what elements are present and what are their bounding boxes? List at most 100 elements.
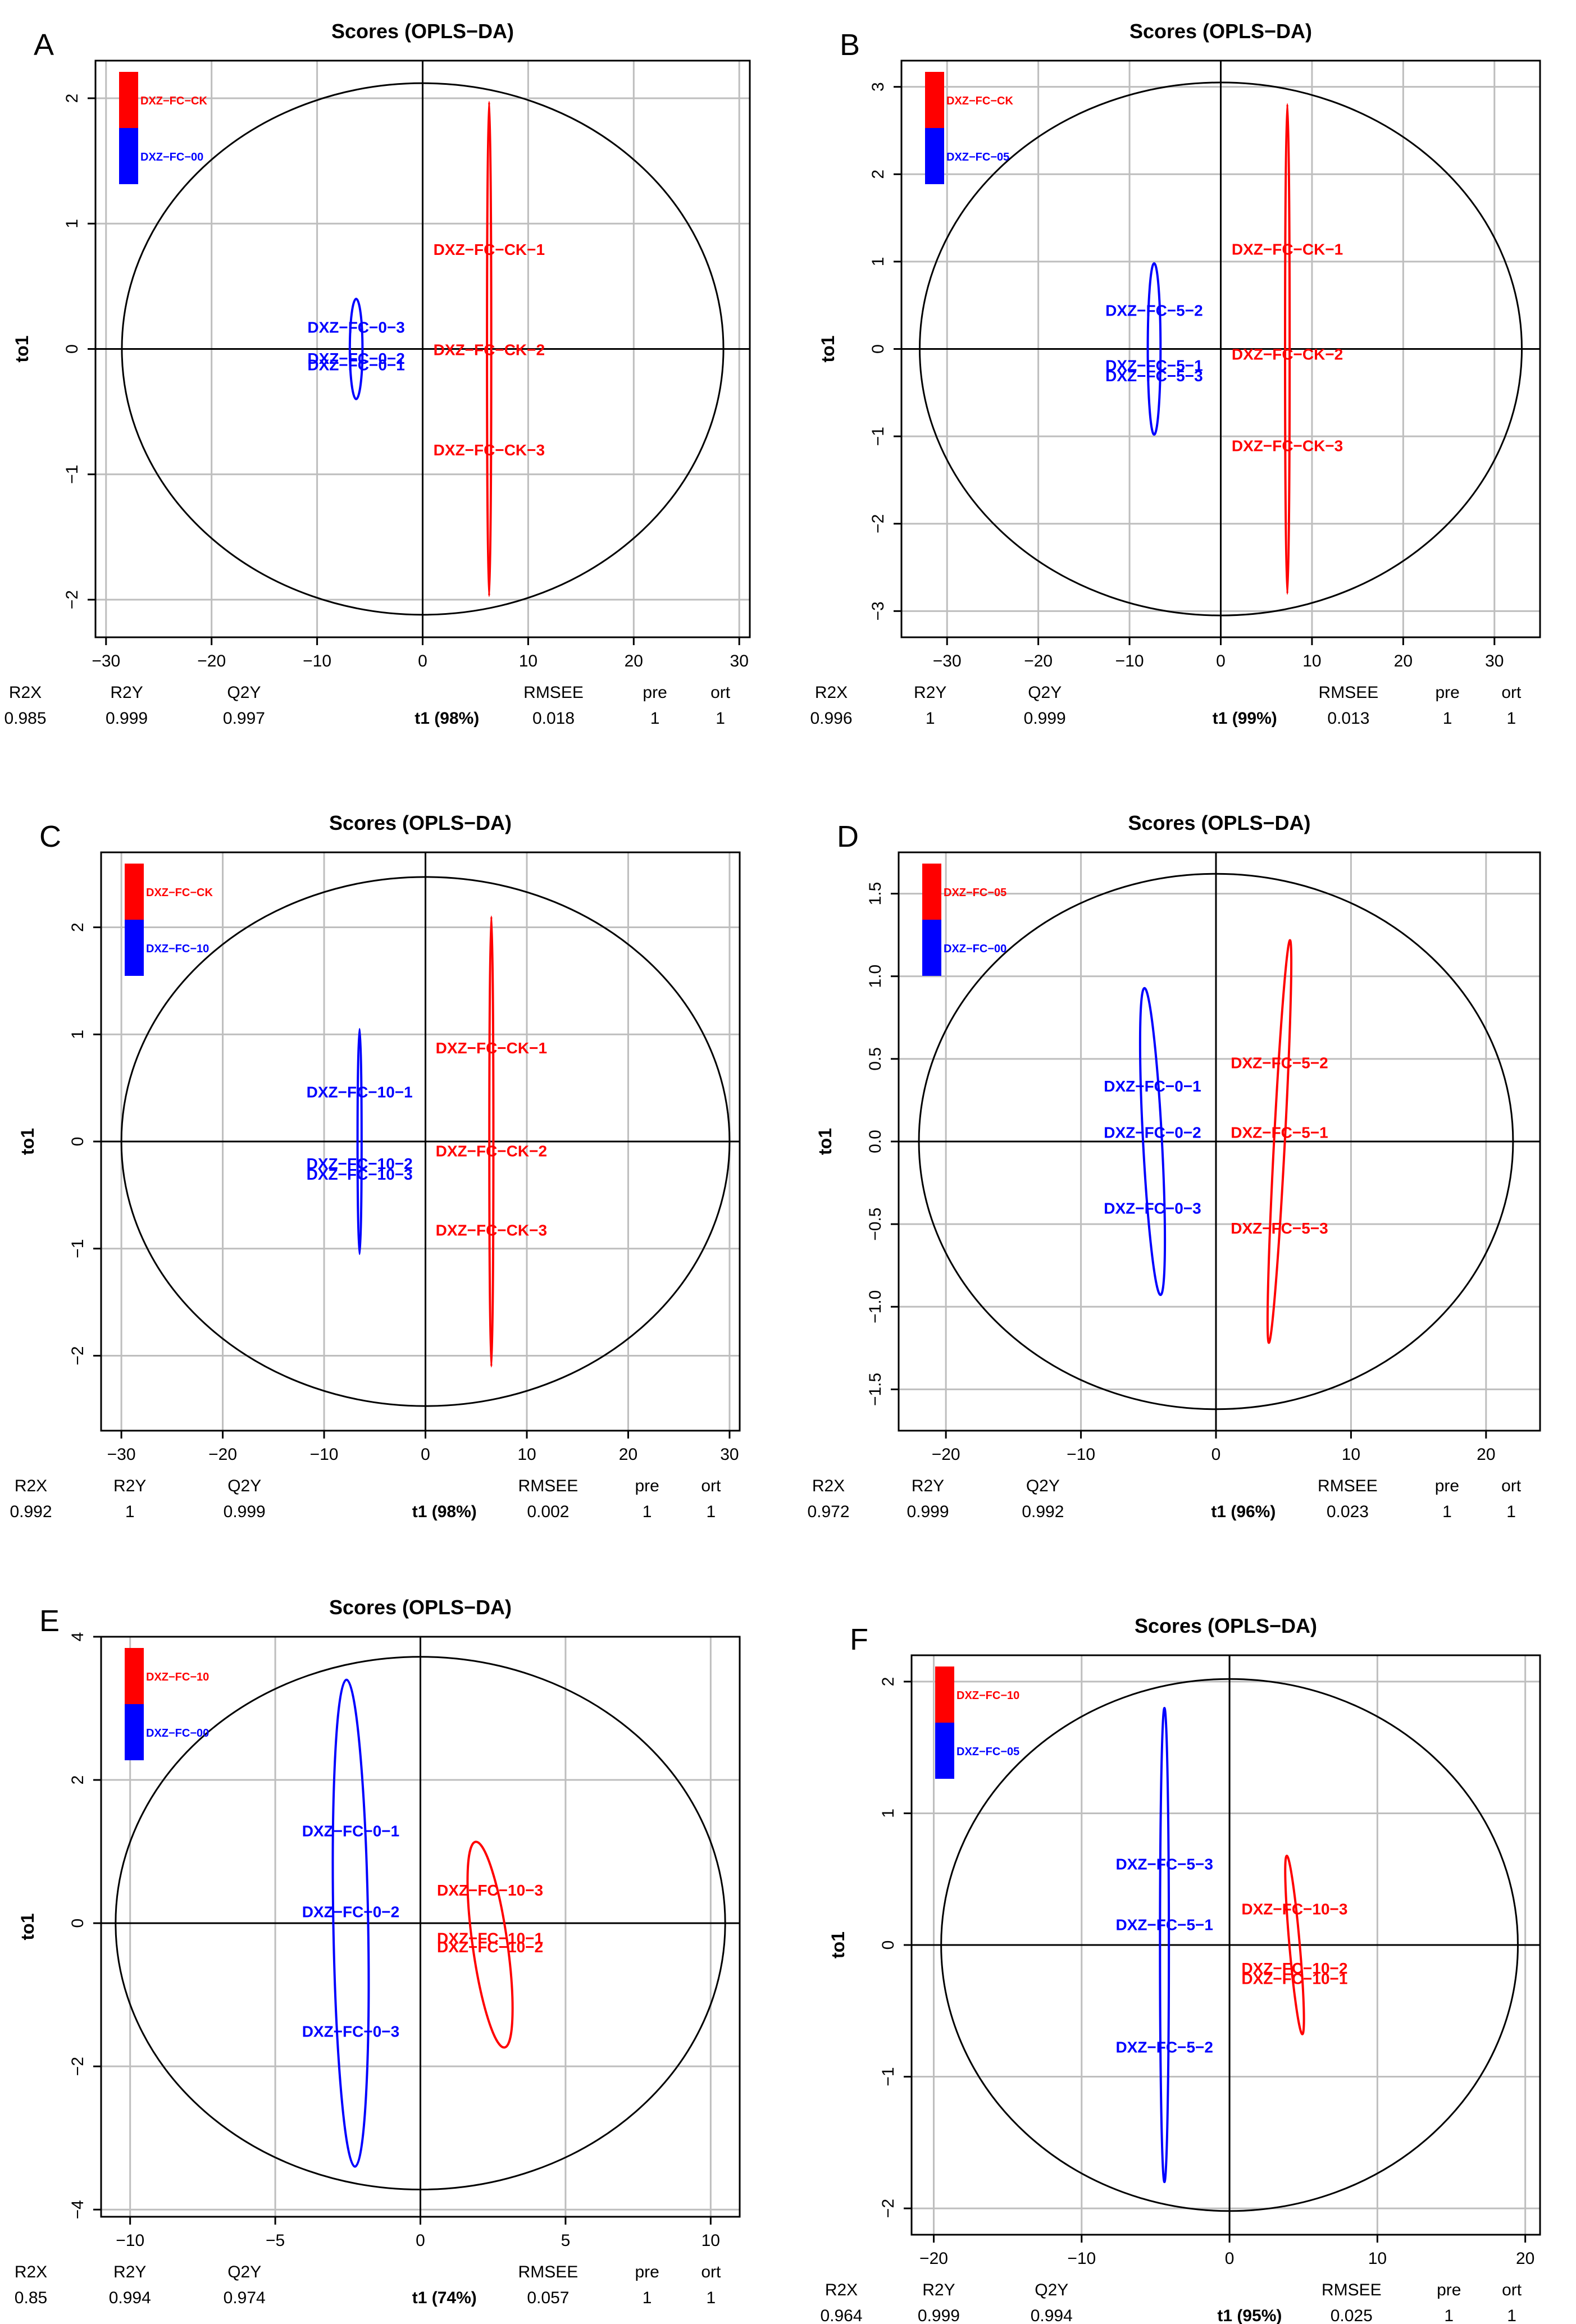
x-tick-label: 10 [702, 2231, 720, 2250]
y-axis-label: to1 [17, 1128, 38, 1155]
y-tick-label: −1 [63, 465, 81, 484]
y-tick-label: −4 [69, 2200, 87, 2219]
panel-letter: A [34, 28, 54, 62]
stat-label-r2y: R2Y [113, 2263, 146, 2281]
x-tick-label: 0 [421, 1445, 430, 1464]
x-axis-label: t1 (95%) [1217, 2307, 1282, 2324]
hotelling-ellipse [120, 876, 731, 1407]
point-label: DXZ−FC−CK−3 [434, 441, 545, 459]
x-tick-label: −5 [266, 2231, 285, 2250]
y-tick-label: 0 [63, 344, 81, 354]
stat-label-q2y: Q2Y [227, 683, 261, 702]
stat-label-ort: ort [1501, 683, 1522, 702]
stat-label-pre: pre [1437, 2281, 1461, 2299]
point-label: DXZ−FC−5−2 [1115, 2039, 1213, 2056]
stat-value-rmsee: 0.013 [1327, 709, 1369, 728]
hotelling-ellipse [940, 1678, 1519, 2212]
stat-label-rmsee: RMSEE [1319, 683, 1379, 702]
stat-value-r2x: 0.985 [4, 709, 46, 728]
stat-label-rmsee: RMSEE [518, 1477, 579, 1495]
point-label: DXZ−FC−0−2 [302, 1903, 400, 1920]
x-tick-label: 0 [1216, 652, 1226, 670]
y-tick-label: −1 [69, 1239, 87, 1258]
legend-swatch-blue [935, 1723, 954, 1779]
stat-value-r2y: 0.994 [109, 2289, 151, 2307]
point-label: DXZ−FC−5−1 [1231, 1124, 1328, 1141]
y-tick-label: 4 [69, 1632, 87, 1642]
legend-label: DXZ−FC−00 [944, 943, 1006, 955]
stat-label-q2y: Q2Y [1026, 1477, 1060, 1495]
y-tick-label: 2 [879, 1677, 898, 1687]
x-tick-label: 30 [730, 652, 749, 670]
y-tick-label: −1 [869, 427, 887, 446]
y-tick-label: 1 [879, 1809, 898, 1818]
legend-label: DXZ−FC−CK [140, 95, 207, 107]
stat-label-ort: ort [1502, 2281, 1522, 2299]
stat-label-pre: pre [635, 1477, 659, 1495]
legend-label: DXZ−FC−CK [946, 95, 1013, 107]
y-axis-label: to1 [12, 336, 32, 363]
y-tick-label: −3 [869, 601, 887, 620]
legend-swatch-blue [119, 128, 138, 184]
x-tick-label: 10 [1368, 2249, 1387, 2268]
point-label: DXZ−FC−10−3 [307, 1166, 413, 1183]
x-tick-label: 20 [1477, 1445, 1495, 1464]
x-axis-label: t1 (99%) [1213, 709, 1277, 728]
stat-label-q2y: Q2Y [227, 2263, 261, 2281]
point-label: DXZ−FC−0−3 [1104, 1200, 1201, 1217]
x-axis-label: t1 (96%) [1211, 1503, 1276, 1521]
legend-label: DXZ−FC−CK [146, 887, 213, 899]
x-tick-label: −10 [1067, 2249, 1096, 2268]
x-axis-label: t1 (98%) [415, 709, 479, 728]
y-tick-label: −2 [69, 2057, 87, 2076]
stat-value-pre: 1 [1442, 1503, 1452, 1521]
x-tick-label: −20 [197, 652, 226, 670]
legend-label: DXZ−FC−10 [146, 943, 209, 955]
stat-value-q2y: 0.999 [1024, 709, 1066, 728]
stat-label-ort: ort [1501, 1477, 1522, 1495]
panel-letter: B [840, 28, 860, 62]
group-ellipse-blue [356, 1028, 363, 1255]
stat-label-r2x: R2X [812, 1477, 845, 1495]
stat-value-pre: 1 [1444, 2307, 1454, 2324]
stat-label-pre: pre [1435, 1477, 1459, 1495]
point-label: DXZ−FC−0−3 [307, 318, 405, 336]
stat-value-pre: 1 [1443, 709, 1452, 728]
stat-value-r2y: 0.999 [918, 2307, 960, 2324]
point-label: DXZ−FC−10−1 [437, 1930, 543, 1947]
chart-title: Scores (OPLS−DA) [1128, 811, 1310, 834]
stat-label-r2y: R2Y [914, 683, 946, 702]
stat-label-r2x: R2X [825, 2281, 858, 2299]
legend-label: DXZ−FC−05 [946, 151, 1009, 163]
stat-value-rmsee: 0.018 [532, 709, 575, 728]
legend-swatch-red [925, 72, 944, 128]
stat-value-r2x: 0.964 [820, 2307, 862, 2324]
group-ellipse-blue [1146, 262, 1162, 436]
panel-e: Scores (OPLS−DA) E −10 −5 0 5 10 −4 −2 0 2 4 to1 DXZ−… [15, 1596, 741, 2307]
x-tick-label: 20 [1516, 2249, 1534, 2268]
stat-value-q2y: 0.997 [223, 709, 265, 728]
x-tick-label: 20 [1394, 652, 1413, 670]
x-tick-label: −20 [208, 1445, 237, 1464]
x-tick-label: −10 [1067, 1445, 1095, 1464]
x-tick-label: 5 [561, 2231, 571, 2250]
x-tick-label: −10 [310, 1445, 339, 1464]
y-tick-label: −2 [879, 2199, 898, 2218]
panel-b: Scores (OPLS−DA)B−30 −20 −10 0 10 20 30−3−2−10… [810, 20, 1541, 728]
point-label: DXZ−FC−10−1 [307, 1083, 413, 1101]
stat-value-r2y: 0.999 [106, 709, 148, 728]
y-tick-label: 0 [869, 344, 887, 354]
x-tick-label: −10 [1115, 652, 1144, 670]
hotelling-ellipse [918, 873, 1514, 1410]
chart-title: Scores (OPLS−DA) [1135, 1614, 1317, 1637]
stat-value-ort: 1 [706, 2289, 716, 2307]
stat-label-q2y: Q2Y [1028, 683, 1062, 702]
point-label: DXZ−FC−0−3 [302, 2022, 400, 2040]
stat-value-ort: 1 [706, 1503, 716, 1521]
stat-value-r2x: 0.85 [15, 2289, 47, 2307]
y-tick-label: 3 [869, 82, 887, 92]
stat-value-r2y: 1 [926, 709, 935, 728]
legend-label: DXZ−FC−05 [956, 1746, 1019, 1758]
x-tick-label: −10 [303, 652, 331, 670]
